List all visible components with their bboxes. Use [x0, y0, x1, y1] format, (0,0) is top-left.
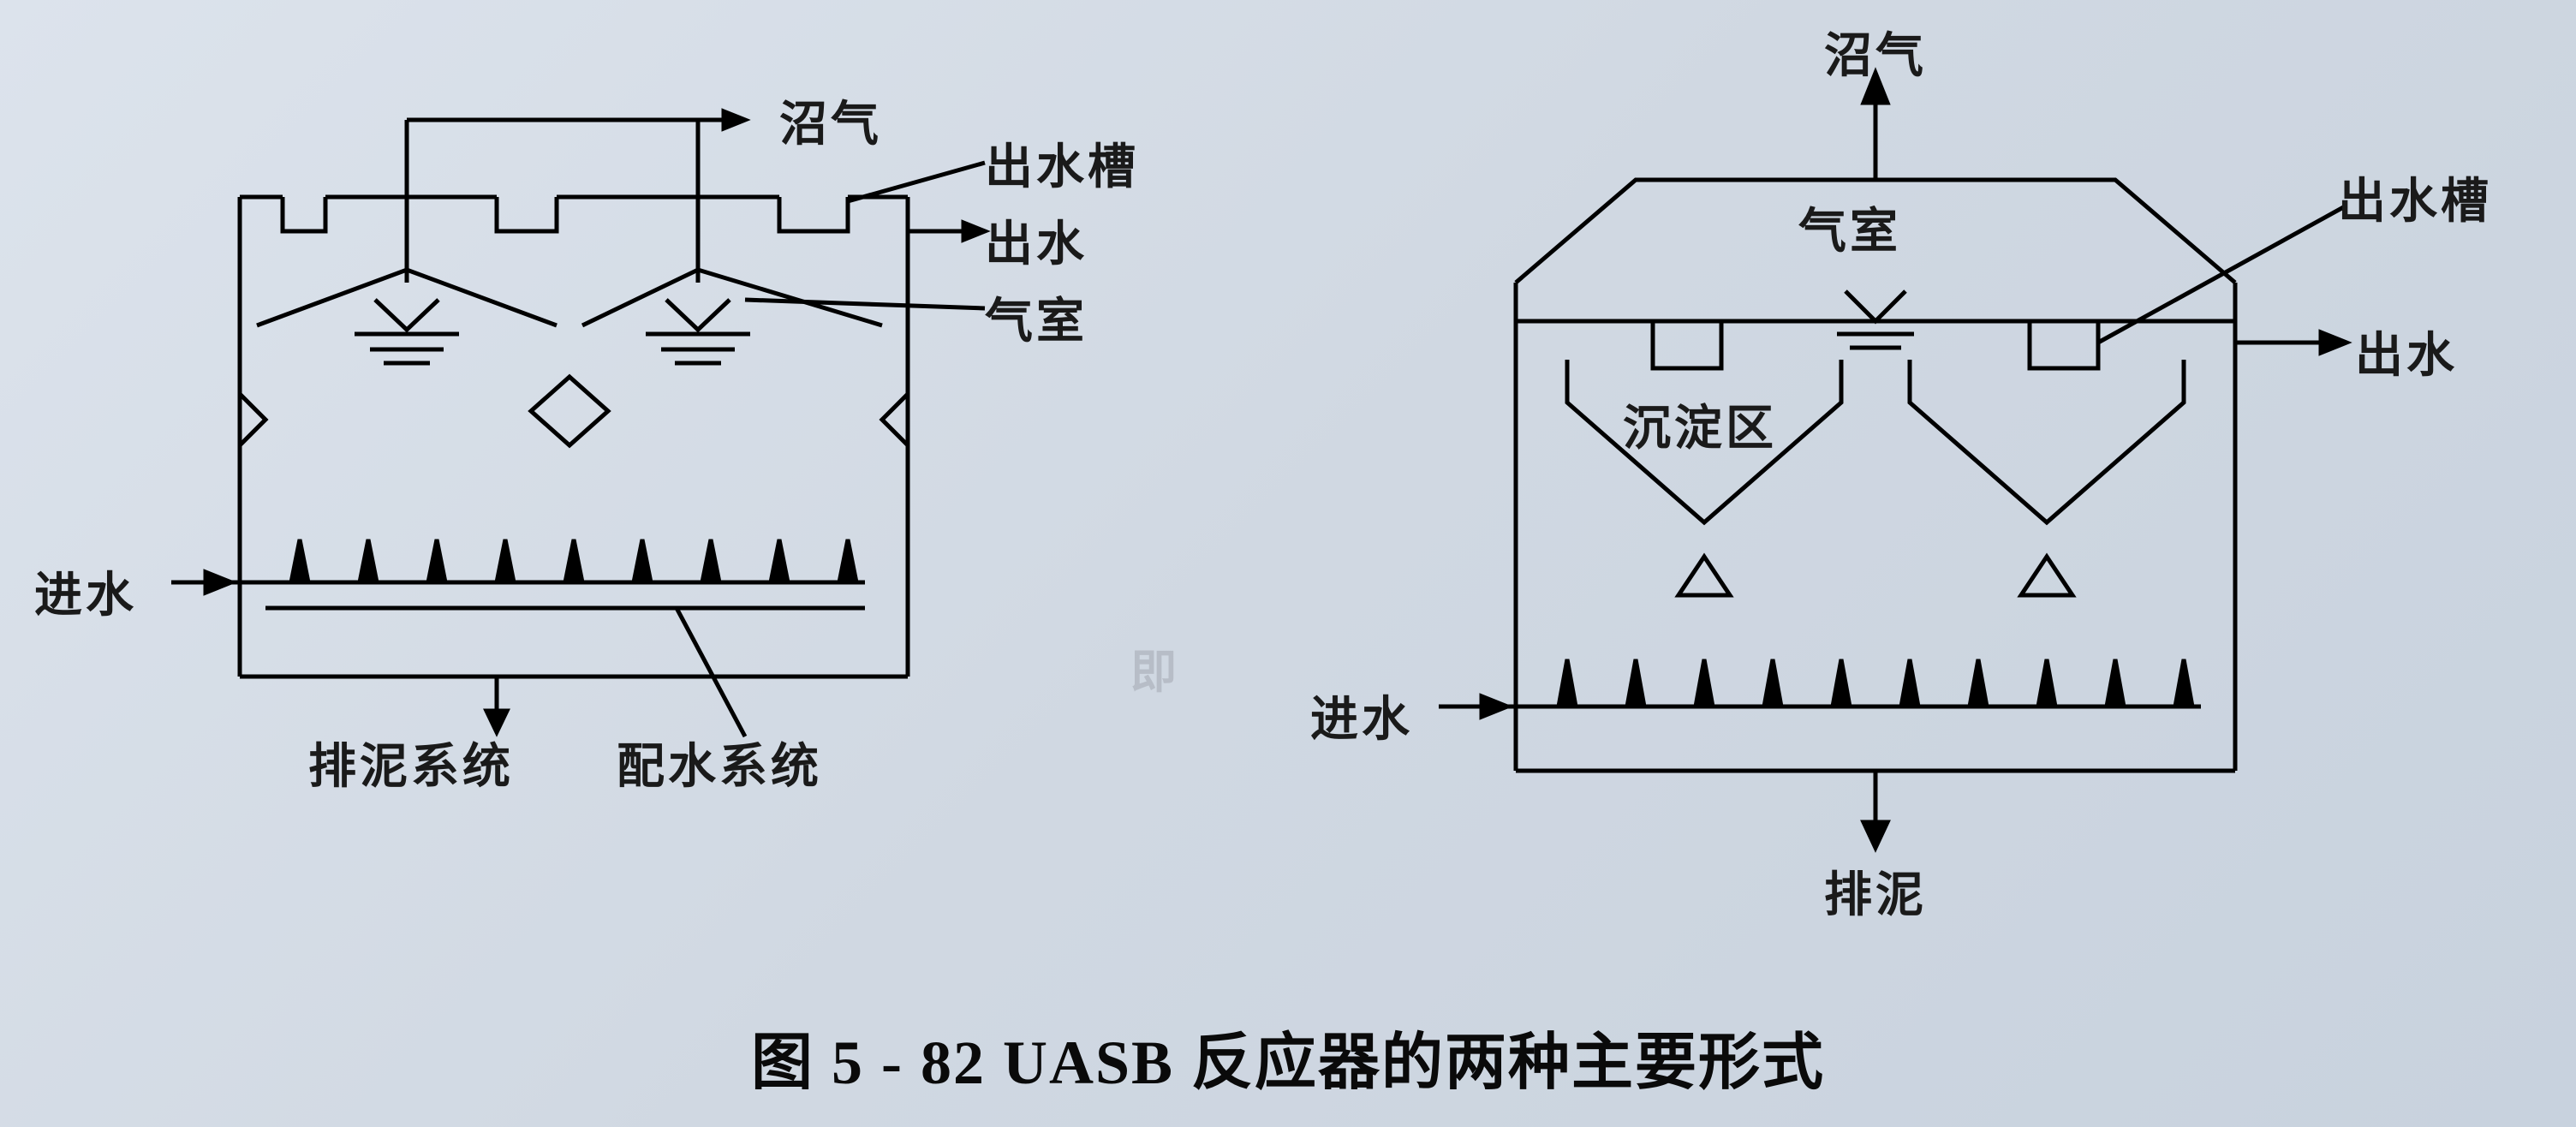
biogas-label-left: 沼气: [779, 86, 882, 155]
figure-caption: 图 5 - 82 UASB 反应器的两种主要形式: [0, 1011, 2576, 1101]
distribution-arrows-left: [291, 540, 856, 582]
water-level-left: [355, 300, 459, 363]
settling-zone-label: 沉淀区: [1623, 390, 1777, 459]
biogas-label-right: 沼气: [1824, 17, 1927, 86]
figure-container: 即: [0, 0, 2576, 1127]
outlet-trough-label-right: 出水槽: [2338, 163, 2492, 232]
outlet-label-left: 出水: [985, 206, 1088, 275]
sludge-system-label: 排泥系统: [308, 728, 514, 797]
left-reactor-diagram: 沼气 出水槽 出水 气室 进水 排泥系统 配水系统: [128, 103, 1156, 874]
outlet-trough-label-left: 出水槽: [985, 128, 1139, 198]
outlet-label-right: 出水: [2355, 317, 2458, 386]
distribution-arrows-right: [1559, 659, 2192, 707]
inlet-label-left: 进水: [34, 557, 137, 626]
inlet-label-right: 进水: [1310, 681, 1413, 750]
distribution-system-label: 配水系统: [617, 728, 822, 797]
right-reactor-diagram: 沼气 气室 出水槽 出水 沉淀区 进水 排泥: [1413, 26, 2526, 968]
gas-chamber-label-right: 气室: [1798, 193, 1901, 262]
water-level-right: [646, 300, 750, 363]
sludge-label-right: 排泥: [1824, 856, 1927, 926]
gas-chamber-label-left: 气室: [985, 283, 1088, 352]
